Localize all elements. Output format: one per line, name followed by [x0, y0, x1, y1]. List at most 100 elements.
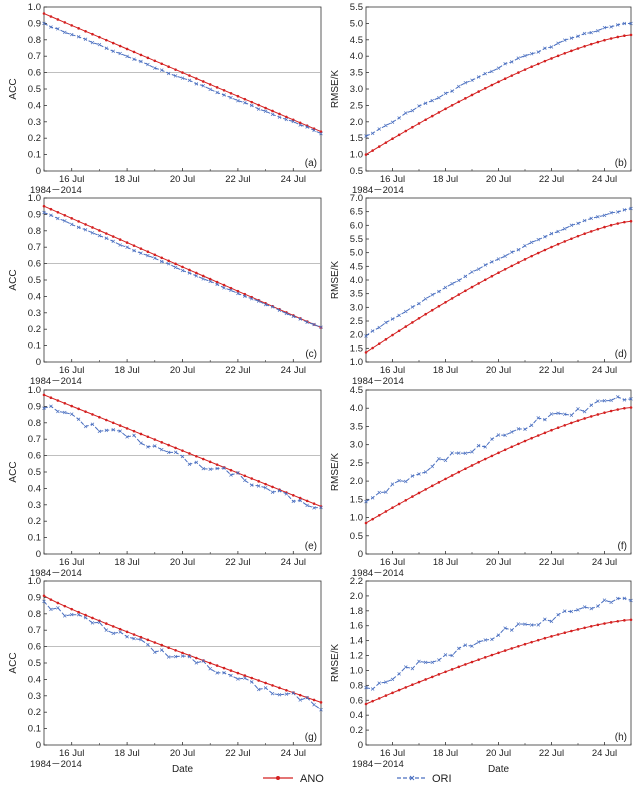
point-ori	[277, 488, 282, 493]
point-ori	[104, 46, 109, 51]
x-tick-label: 20 Jul	[486, 174, 511, 185]
point-ori	[563, 412, 567, 416]
point-ori	[483, 638, 487, 642]
point-ori	[69, 612, 74, 617]
point-ano	[77, 610, 80, 614]
plot-frame	[43, 197, 322, 363]
point-ori	[377, 490, 381, 495]
x-tick-label: 24 Jul	[592, 365, 617, 376]
point-ori	[305, 125, 309, 129]
point-ano	[384, 510, 388, 513]
point-ano	[250, 100, 254, 104]
y-tick-label: 4.5	[350, 385, 363, 396]
point-ori	[602, 25, 607, 30]
point-ano	[167, 259, 170, 263]
y-tick-label: 0.3	[28, 117, 41, 128]
point-ano	[229, 468, 233, 472]
point-ano	[517, 442, 520, 446]
y-tick-label: 4.0	[350, 403, 363, 414]
point-ori	[463, 451, 468, 456]
y-tick-label: 0.6	[350, 695, 363, 706]
point-ano	[208, 460, 212, 464]
point-ori	[298, 123, 302, 127]
point-ano	[609, 223, 613, 227]
point-ori	[111, 631, 115, 636]
point-ori	[270, 490, 275, 494]
point-ano	[215, 280, 219, 284]
point-ano	[98, 229, 101, 232]
point-ori	[437, 95, 441, 100]
chart-panel-a: 0 0.1 0.2 0.3 0.4 0.5 0.6 0.7 0.8 0.9 1.0 16 Jul 18 …	[8, 2, 323, 196]
point-ano	[201, 457, 205, 461]
point-ori	[470, 78, 474, 83]
point-ano	[77, 27, 80, 30]
x-tick-label: 20 Jul	[170, 365, 195, 376]
point-ori	[629, 598, 633, 603]
y-tick-label: 6.0	[350, 220, 363, 231]
point-ano	[523, 642, 527, 646]
point-ano	[483, 656, 487, 659]
point-ori	[384, 320, 388, 325]
point-ano	[570, 49, 573, 53]
x-tick-label: 22 Jul	[225, 174, 250, 185]
x-tick-label: 24 Jul	[592, 748, 617, 759]
point-ori	[243, 294, 247, 299]
point-ori	[298, 498, 302, 503]
point-ano	[139, 635, 143, 639]
point-ano	[397, 329, 401, 333]
point-ori	[503, 61, 507, 66]
point-ori	[222, 93, 226, 97]
point-ori	[90, 231, 95, 235]
point-ano	[450, 297, 454, 300]
point-ano	[629, 618, 633, 622]
point-ori	[470, 644, 474, 648]
point-ori	[437, 658, 441, 662]
point-ori	[384, 680, 388, 684]
point-ori	[417, 104, 421, 108]
point-ano	[556, 54, 560, 58]
point-ano	[629, 219, 633, 223]
y-tick-label: 0.7	[28, 242, 41, 253]
point-ano	[404, 686, 408, 689]
point-ano	[596, 227, 600, 231]
point-ori	[146, 253, 150, 258]
point-ano	[264, 482, 267, 486]
point-ano	[319, 701, 323, 704]
x-tick-label: 22 Jul	[225, 748, 250, 759]
point-ori	[83, 37, 88, 42]
y-tick-label: 0.8	[28, 418, 41, 429]
point-ori	[187, 271, 192, 275]
point-ori	[589, 216, 593, 221]
point-ano	[523, 68, 527, 71]
point-ano	[464, 467, 467, 471]
point-ano	[503, 448, 507, 452]
point-ori	[423, 470, 428, 474]
point-ano	[77, 407, 80, 411]
point-ano	[63, 214, 67, 217]
series-line-ori	[365, 23, 631, 137]
point-ano	[550, 245, 553, 249]
point-ori	[582, 409, 587, 414]
point-ori	[503, 254, 507, 258]
point-ano	[497, 80, 500, 84]
point-ori	[596, 214, 600, 219]
panel-label: (g)	[305, 732, 317, 743]
plot-frame	[365, 580, 632, 746]
point-ori	[496, 633, 501, 637]
point-ano	[91, 616, 94, 620]
point-ori	[243, 100, 247, 105]
point-ori	[139, 59, 143, 64]
x-axis-label: Date	[172, 764, 194, 775]
point-ano	[411, 683, 414, 687]
y-tick-label: 1.0	[28, 576, 41, 587]
point-ano	[483, 457, 487, 461]
point-ano	[160, 643, 164, 647]
point-ori	[390, 482, 395, 486]
point-ano	[84, 613, 87, 617]
y-tick-label: 0.4	[28, 674, 41, 685]
x-tick-label: 24 Jul	[592, 174, 617, 185]
plot-frame	[365, 389, 632, 555]
point-ori	[250, 483, 254, 487]
point-ori	[397, 116, 401, 120]
point-ori	[173, 265, 178, 270]
